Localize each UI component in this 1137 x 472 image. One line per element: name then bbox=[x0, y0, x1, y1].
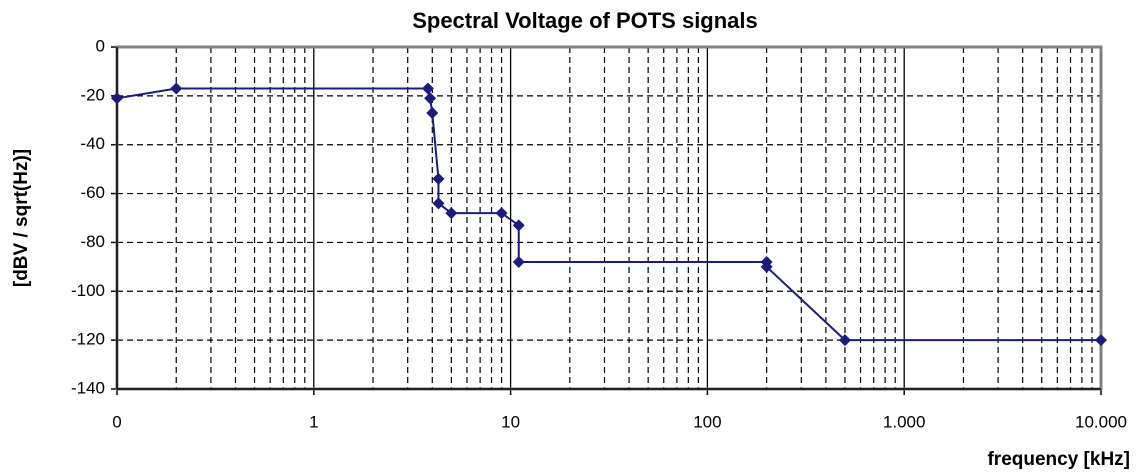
marker bbox=[424, 92, 437, 105]
marker bbox=[111, 92, 123, 105]
y-tick-label: -20 bbox=[80, 85, 105, 104]
x-tick-label: 10 bbox=[501, 412, 520, 431]
x-tick-label: 1 bbox=[309, 412, 318, 431]
marker bbox=[512, 255, 525, 268]
y-tick-label: -140 bbox=[71, 378, 105, 397]
marker bbox=[432, 197, 445, 210]
chart-title: Spectral Voltage of POTS signals bbox=[412, 8, 758, 33]
x-tick-label: 1.000 bbox=[883, 412, 926, 431]
marker bbox=[495, 207, 508, 220]
marker bbox=[512, 219, 525, 232]
marker bbox=[445, 207, 458, 220]
marker bbox=[432, 172, 445, 185]
y-axis-label: [dBV / sqrt(Hz)] bbox=[11, 149, 32, 287]
marker bbox=[170, 82, 183, 95]
y-tick-label: -100 bbox=[71, 281, 105, 300]
line bbox=[116, 87, 1101, 342]
y-tick-label: -60 bbox=[80, 183, 105, 202]
y-tick-label: -40 bbox=[80, 134, 105, 153]
x-tick-label: 0 bbox=[112, 412, 121, 431]
x-tick-label: 100 bbox=[693, 412, 721, 431]
x-tick-label: 10.000 bbox=[1075, 412, 1127, 431]
y-tick-label: 0 bbox=[96, 36, 105, 55]
y-tick-label: -120 bbox=[71, 330, 105, 349]
x-axis-label: frequency [kHz] bbox=[987, 449, 1130, 470]
marker bbox=[760, 260, 773, 273]
plot-frame bbox=[115, 45, 1103, 391]
marker bbox=[426, 106, 439, 119]
y-tick-label: -80 bbox=[80, 232, 105, 251]
marker bbox=[1095, 334, 1107, 347]
marker bbox=[421, 82, 434, 95]
marker bbox=[838, 334, 851, 347]
